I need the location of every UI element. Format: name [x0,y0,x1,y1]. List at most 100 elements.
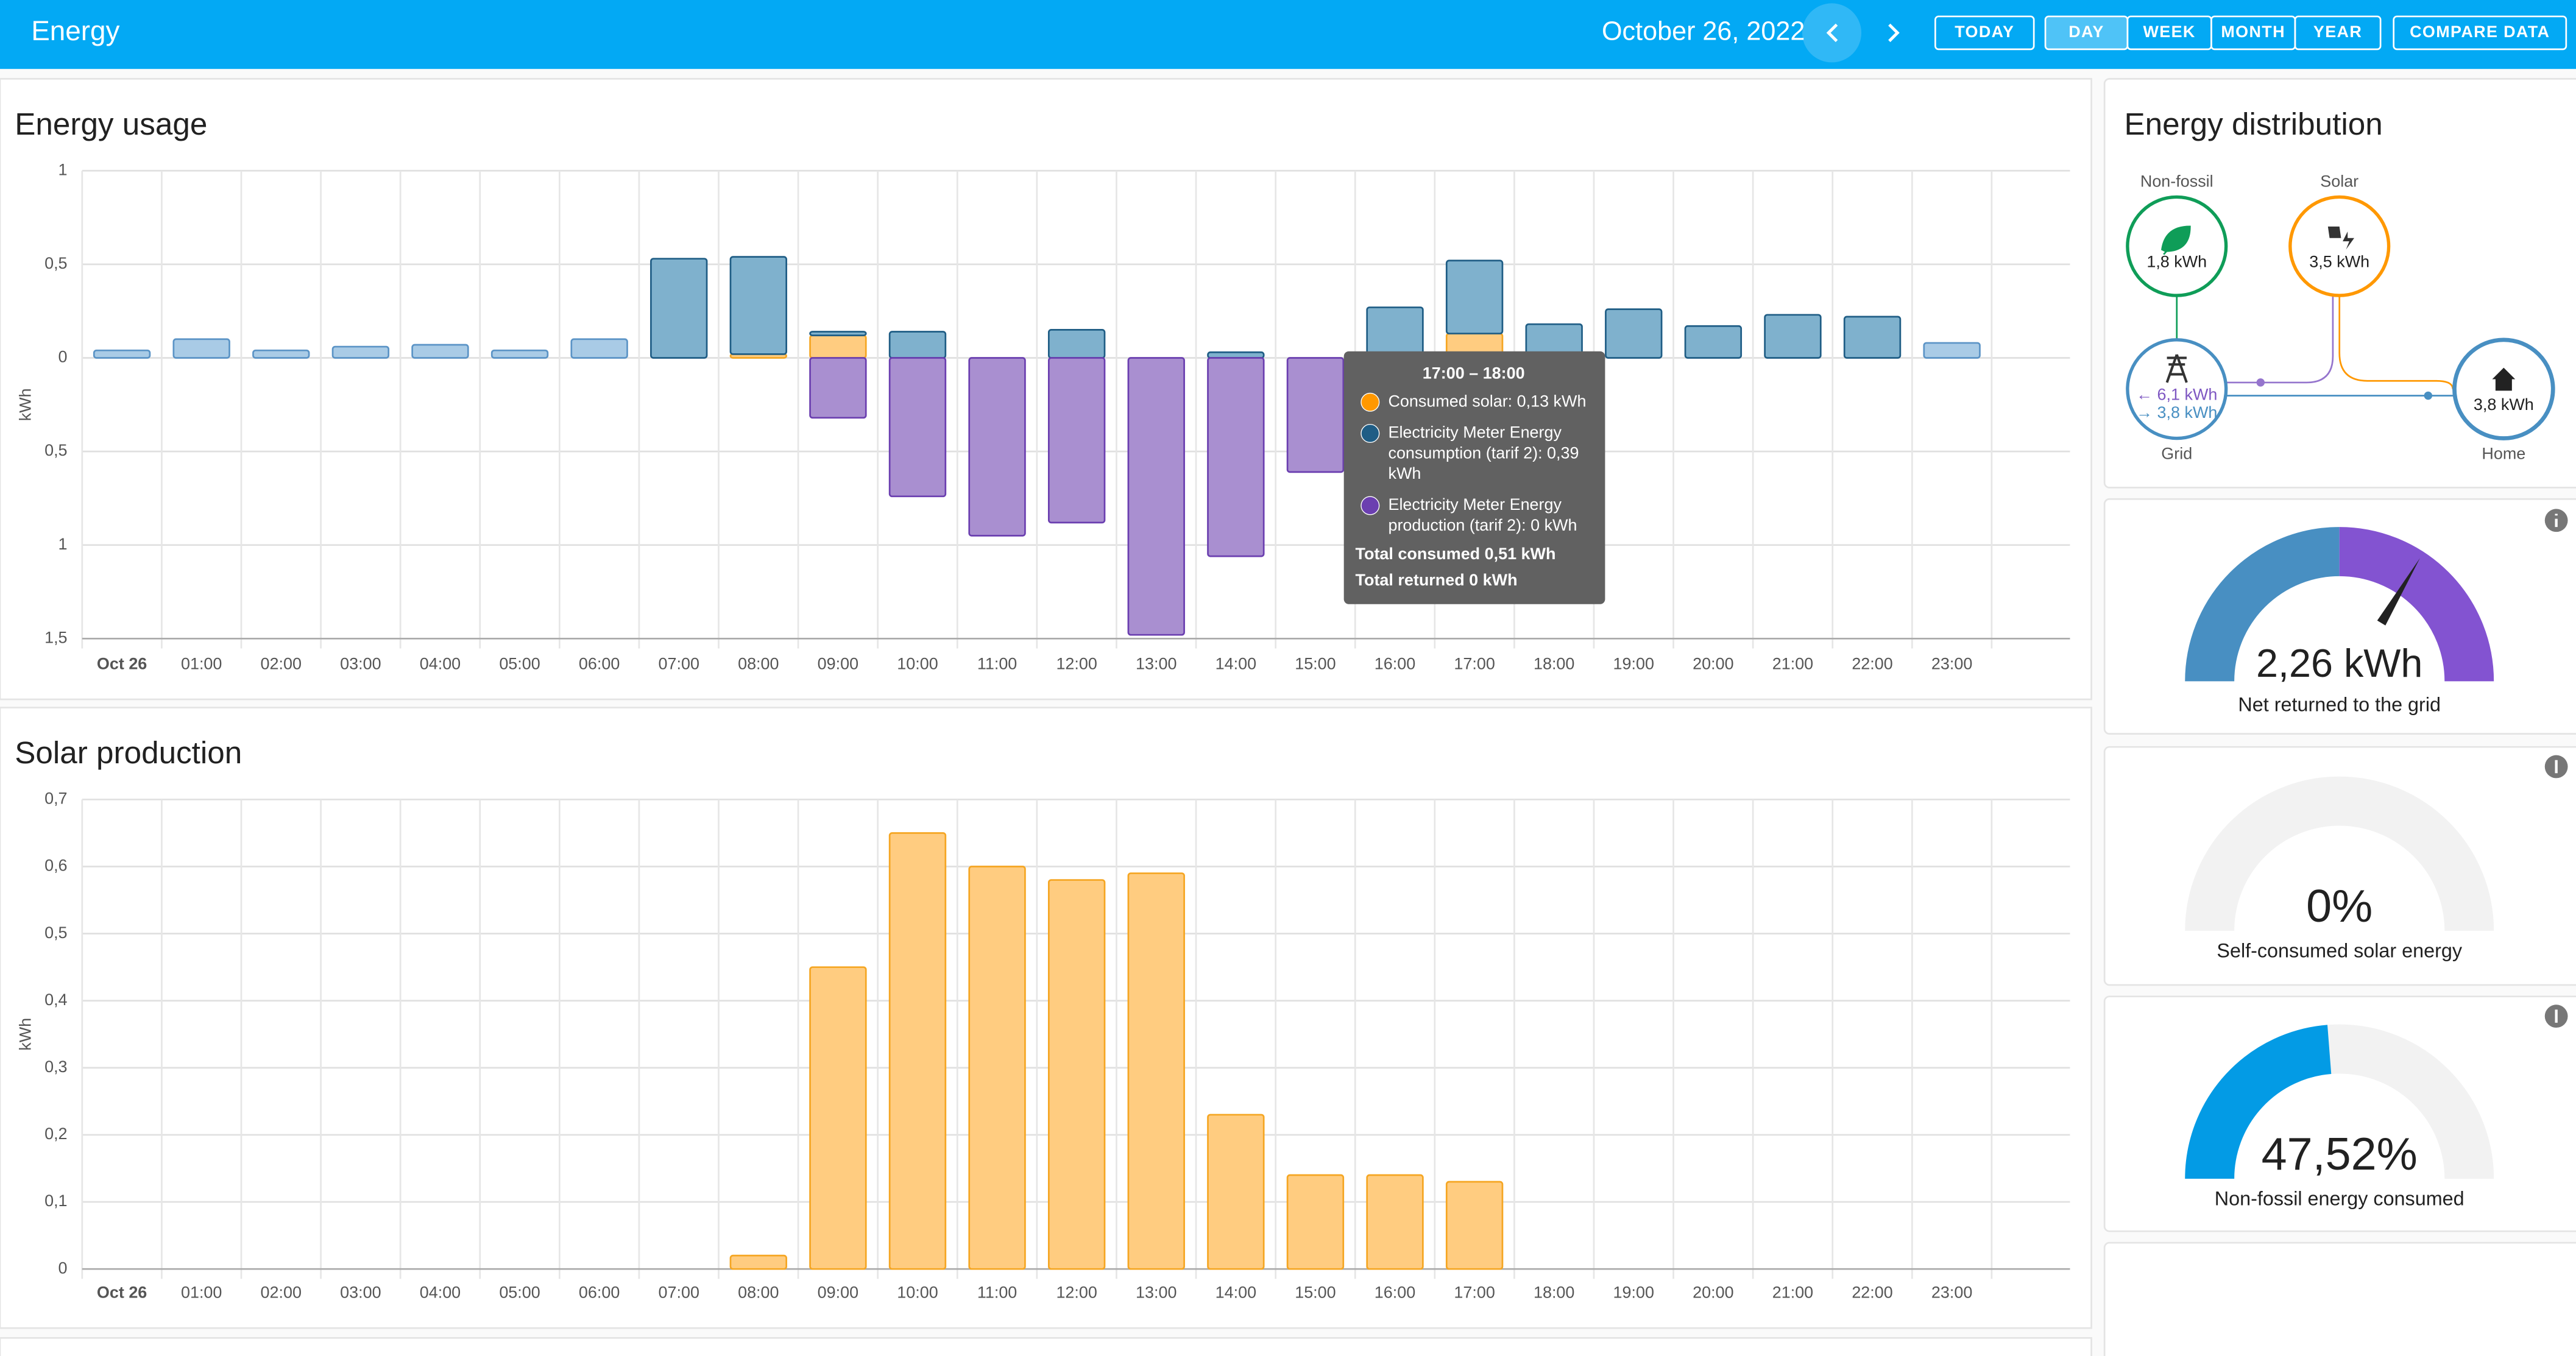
flow-dot [2424,391,2433,400]
bar [1445,1181,1504,1270]
next-card [2103,1241,2576,1356]
bar [729,1254,788,1270]
x-tick-label: 19:00 [1613,655,1654,673]
x-tick-label: 20:00 [1693,655,1733,673]
x-tick-label: 12:00 [1056,1284,1097,1302]
prev-button[interactable] [1802,3,1862,63]
tooltip-line: Electricity Meter Energy [1388,423,1562,442]
x-tick-label: 08:00 [738,1284,779,1302]
solar-node[interactable] [2288,195,2391,297]
bar [888,357,947,498]
x-tick-label: 13:00 [1136,1284,1177,1302]
x-tick-label: 14:00 [1215,1284,1256,1302]
node-label: Home [2482,445,2525,463]
y-tick-label: 0,4 [44,991,67,1009]
x-tick-label: 13:00 [1136,655,1177,673]
card-title: Energy usage [15,107,207,141]
tooltip-dot [1361,392,1380,412]
node-value: 1,8 kWh [2146,252,2207,270]
x-tick-label: 17:00 [1454,655,1495,673]
card-title: Solar production [15,735,242,770]
x-tick-label: 22:00 [1852,1284,1892,1302]
y-tick-label: 0,5 [44,923,67,942]
next-button[interactable] [1888,23,1900,43]
grid-node[interactable] [2126,338,2228,440]
button-label: DAY [2068,23,2104,41]
gauge-arc [2338,527,2494,682]
x-tick-label: 16:00 [1375,1284,1415,1302]
y-tick-label: 0,5 [44,254,67,272]
gauge-label: Non-fossil energy consumed [2215,1188,2465,1210]
bar [1286,357,1345,473]
x-tick-label: 05:00 [499,655,540,673]
y-tick-label: 1,5 [44,628,67,646]
next-card [0,1337,2092,1356]
gauges: 0% Self-consumed solar energy 47,52% Non-fo… [2185,776,2494,1210]
x-tick-label: 09:00 [818,655,858,673]
bar [1764,314,1822,359]
gauge-label: Self-consumed solar energy [2217,940,2462,962]
x-tick-label: 15:00 [1295,655,1336,673]
bar [252,349,310,359]
button-label: WEEK [2143,23,2196,41]
bar [1445,260,1504,334]
y-axis-label: kWh [16,1018,34,1051]
tooltip-line: consumption (tarif 2): 0,39 [1388,443,1579,462]
info-icons [2544,509,2568,1028]
tooltip-total: Total consumed 0,51 kWh [1356,545,1556,563]
y-tick-label: 0,2 [44,1125,67,1143]
bar [809,331,867,336]
solar-icon [2327,226,2354,250]
bar [1207,357,1265,557]
x-tick-label: 23:00 [1931,655,1972,673]
bar [888,832,947,1270]
y-tick-label: 0,5 [44,441,67,459]
x-tick-label: 03:00 [340,1284,381,1302]
gauge-track [2185,776,2494,931]
period-buttons: TODAY DAY WEEK MONTH YEAR COMPARE DATA [1934,15,2567,51]
bar [1366,306,1424,359]
x-tick-label: 17:00 [1454,1284,1495,1302]
x-tick-label: 18:00 [1534,1284,1574,1302]
x-tick-label: 21:00 [1772,655,1813,673]
x-tick-label: 21:00 [1772,1284,1813,1302]
period-button[interactable] [1934,15,2035,51]
bar [1286,1174,1345,1270]
bar [1207,351,1265,359]
bar [968,357,1026,537]
y-tick-label: 0 [58,1259,68,1277]
period-button[interactable] [2393,15,2567,51]
grid-in: ← 6,1 kWh [2136,386,2217,404]
tooltip-box [1343,351,1605,604]
bar [729,256,788,355]
x-tick-label: 05:00 [499,1284,540,1302]
bar [968,866,1026,1270]
gauge-value: 0% [2306,880,2373,931]
flow-line [2226,295,2334,384]
grid-out: → 3,8 kWh [2136,403,2217,422]
x-tick-label: 07:00 [659,655,699,673]
x-tick-label: Oct 26 [97,1284,147,1302]
bar [411,344,469,359]
x-tick-label: 11:00 [977,1284,1017,1302]
y-axis-label: kWh [16,388,34,421]
x-tick-label: 20:00 [1693,1284,1733,1302]
x-tick-label: 06:00 [579,655,620,673]
bar [1047,357,1106,524]
x-tick-label: 11:00 [977,655,1017,673]
node-label: Grid [2161,445,2192,463]
x-tick-label: 06:00 [579,1284,620,1302]
gauge-needle [2377,558,2420,626]
node-label: Solar [2320,172,2358,190]
x-tick-label: 22:00 [1852,655,1892,673]
date-label: October 26, 2022 [1602,16,1805,46]
x-tick-label: 04:00 [420,655,461,673]
bar [1047,879,1106,1270]
bar [809,966,867,1270]
y-tick-label: 0,6 [44,856,67,875]
y-tick-label: 1 [58,535,68,553]
period-button[interactable] [2294,15,2382,51]
page-title: Energy [31,15,119,46]
y-tick-label: 0,3 [44,1058,67,1076]
